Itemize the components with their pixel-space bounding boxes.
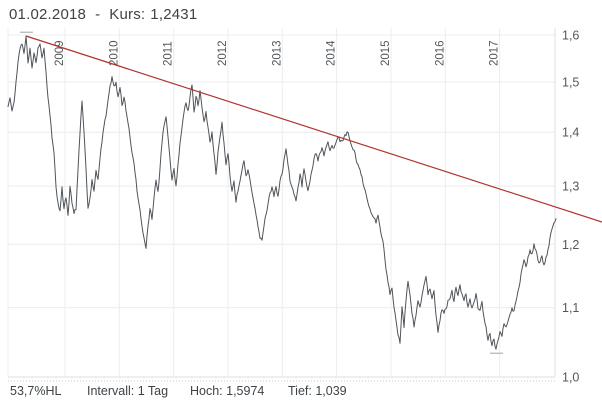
x-axis-year-label: 2015 xyxy=(380,40,392,66)
x-axis-year-label: 2012 xyxy=(217,40,229,66)
y-axis-price-label: 1,2 xyxy=(562,238,579,252)
x-axis-year-label: 2010 xyxy=(108,40,120,66)
x-axis-year-label: 2017 xyxy=(489,40,501,66)
x-axis-year-label: 2014 xyxy=(326,40,338,66)
price-line-path xyxy=(7,35,557,350)
y-axis-price-label: 1,0 xyxy=(562,371,579,385)
x-axis-year-label: 2009 xyxy=(54,40,66,66)
x-axis-year-label: 2016 xyxy=(434,40,446,66)
x-axis-year-label: 2013 xyxy=(271,40,283,66)
y-axis-price-label: 1,4 xyxy=(562,126,579,140)
y-axis-price-label: 1,1 xyxy=(562,301,579,315)
y-axis-price-label: 1,6 xyxy=(562,29,579,43)
y-axis-price-label: 1,3 xyxy=(562,180,579,194)
downtrend-line xyxy=(25,35,602,223)
x-axis-year-label: 2011 xyxy=(163,41,175,66)
y-axis-price-label: 1,5 xyxy=(562,76,579,90)
